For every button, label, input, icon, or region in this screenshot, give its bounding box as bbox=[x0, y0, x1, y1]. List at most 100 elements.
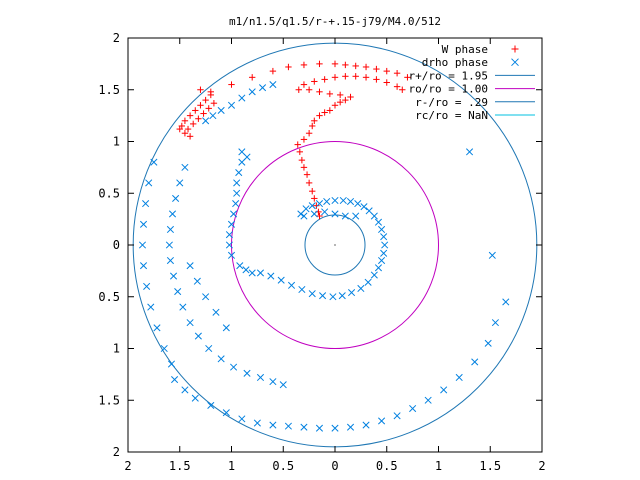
w-phase-point bbox=[186, 133, 194, 140]
legend-label: r+/ro = 1.95 bbox=[409, 69, 488, 82]
drho-phase-point bbox=[217, 355, 225, 363]
drho-phase-point bbox=[169, 272, 178, 280]
drho-phase-point bbox=[142, 200, 150, 208]
w-phase-point bbox=[200, 110, 207, 117]
w-phase-point bbox=[399, 86, 406, 93]
w-phase-point bbox=[311, 117, 318, 124]
w-phase-point bbox=[294, 141, 301, 148]
drho-phase-point bbox=[370, 271, 378, 279]
x-tick-label: 1.5 bbox=[479, 459, 501, 473]
drho-phase-point bbox=[242, 266, 250, 274]
drho-phase-point bbox=[380, 249, 388, 257]
w-phase-point bbox=[326, 107, 334, 114]
x-tick-label: 0.5 bbox=[376, 459, 398, 473]
w-phase-point bbox=[184, 125, 192, 133]
drho-phase-point bbox=[230, 363, 238, 371]
drho-phase-point bbox=[484, 339, 492, 347]
x-tick-label: 1 bbox=[435, 459, 442, 473]
drho-phase-point bbox=[227, 251, 236, 259]
w-phase-point bbox=[352, 62, 359, 70]
drho-phase-point bbox=[321, 208, 329, 216]
x-tick-label: 0 bbox=[331, 459, 338, 473]
w-phase-point bbox=[207, 91, 214, 99]
drho-phase-point bbox=[393, 412, 401, 420]
drho-phase-point bbox=[238, 148, 246, 156]
drho-phase-point bbox=[233, 179, 241, 187]
w-phase-point bbox=[347, 93, 354, 101]
drho-phase-point bbox=[235, 168, 243, 177]
drho-phase-point bbox=[179, 303, 187, 311]
legend-label: rc/ro = NaN bbox=[415, 109, 488, 122]
drho-phase-point bbox=[315, 424, 324, 432]
w-phase-point bbox=[305, 86, 313, 93]
drho-phase-point bbox=[455, 373, 463, 382]
drho-phase-point bbox=[378, 225, 386, 234]
w-phase-point bbox=[336, 98, 344, 106]
w-phase-point bbox=[331, 74, 339, 81]
drho-phase-point bbox=[331, 196, 339, 205]
drho-phase-point bbox=[329, 293, 337, 301]
legend-symbol bbox=[511, 45, 519, 53]
drho-phase-point bbox=[205, 344, 213, 353]
drho-phase-point bbox=[248, 269, 256, 277]
drho-phase-point bbox=[150, 158, 158, 166]
w-phase-point bbox=[342, 61, 349, 69]
drho-phase-point bbox=[165, 241, 173, 249]
drho-phase-point bbox=[145, 179, 153, 187]
w-phase-point bbox=[393, 83, 401, 90]
drho-phase-point bbox=[471, 358, 479, 366]
w-phase-point bbox=[311, 195, 318, 202]
w-phase-point bbox=[383, 79, 390, 86]
w-phase-point bbox=[316, 60, 323, 68]
y-tick-label: 1 bbox=[113, 135, 120, 149]
drho-phase-point bbox=[348, 289, 356, 297]
drho-phase-point bbox=[277, 276, 285, 284]
legend-label: r-/ro = .29 bbox=[415, 96, 488, 109]
drho-phase-point bbox=[202, 293, 210, 301]
drho-phase-point bbox=[331, 210, 339, 218]
circle-1 bbox=[231, 141, 439, 349]
drho-phase-point bbox=[256, 269, 265, 277]
x-tick-label: 1 bbox=[228, 459, 235, 473]
drho-phase-point bbox=[374, 264, 383, 272]
drho-phase-point bbox=[139, 220, 148, 228]
drho-phase-point bbox=[172, 194, 180, 202]
w-phase-point bbox=[305, 179, 313, 187]
drho-phase-point bbox=[300, 423, 308, 431]
drho-phase-point bbox=[248, 88, 256, 96]
drho-phase-point bbox=[222, 409, 230, 417]
drho-phase-point bbox=[338, 292, 346, 300]
w-phase-point bbox=[195, 115, 202, 122]
w-phase-point bbox=[309, 122, 316, 130]
w-phase-point bbox=[309, 187, 316, 195]
w-phase-point bbox=[393, 69, 401, 77]
drho-phase-point bbox=[339, 196, 347, 205]
w-phase-point bbox=[228, 81, 235, 88]
w-phase-point bbox=[342, 96, 349, 104]
drho-phase-point bbox=[153, 324, 161, 332]
w-phase-point bbox=[210, 100, 218, 107]
drho-phase-point bbox=[225, 231, 233, 239]
drho-phase-point bbox=[346, 197, 355, 206]
drho-phase-point bbox=[176, 179, 184, 187]
y-tick-label: 1 bbox=[113, 342, 120, 356]
ticks-layer: 2 1.5 1 0.5 0 0.5 1 1.5 221.510.500.511.52 bbox=[98, 31, 545, 473]
drho-phase-point bbox=[256, 373, 265, 382]
drho-phase-point bbox=[238, 415, 246, 423]
w-phase-point bbox=[316, 88, 323, 96]
w-phase-point bbox=[352, 73, 359, 80]
drho-phase-point bbox=[253, 419, 261, 427]
x-tick-label: 2 bbox=[124, 459, 131, 473]
drho-phase-point bbox=[308, 202, 316, 210]
w-phase-point bbox=[313, 202, 320, 209]
drho-phase-point bbox=[171, 375, 179, 384]
drho-phase-point bbox=[279, 381, 287, 389]
drho-phase-point bbox=[341, 212, 349, 220]
drho-phase-point bbox=[370, 212, 378, 220]
w-phase-point bbox=[181, 117, 189, 124]
drho-phase-point bbox=[191, 394, 199, 402]
drho-phase-point bbox=[315, 200, 324, 208]
drho-phase-point bbox=[488, 251, 496, 259]
w-phase-point bbox=[404, 74, 411, 81]
w-phase-point bbox=[205, 105, 212, 112]
